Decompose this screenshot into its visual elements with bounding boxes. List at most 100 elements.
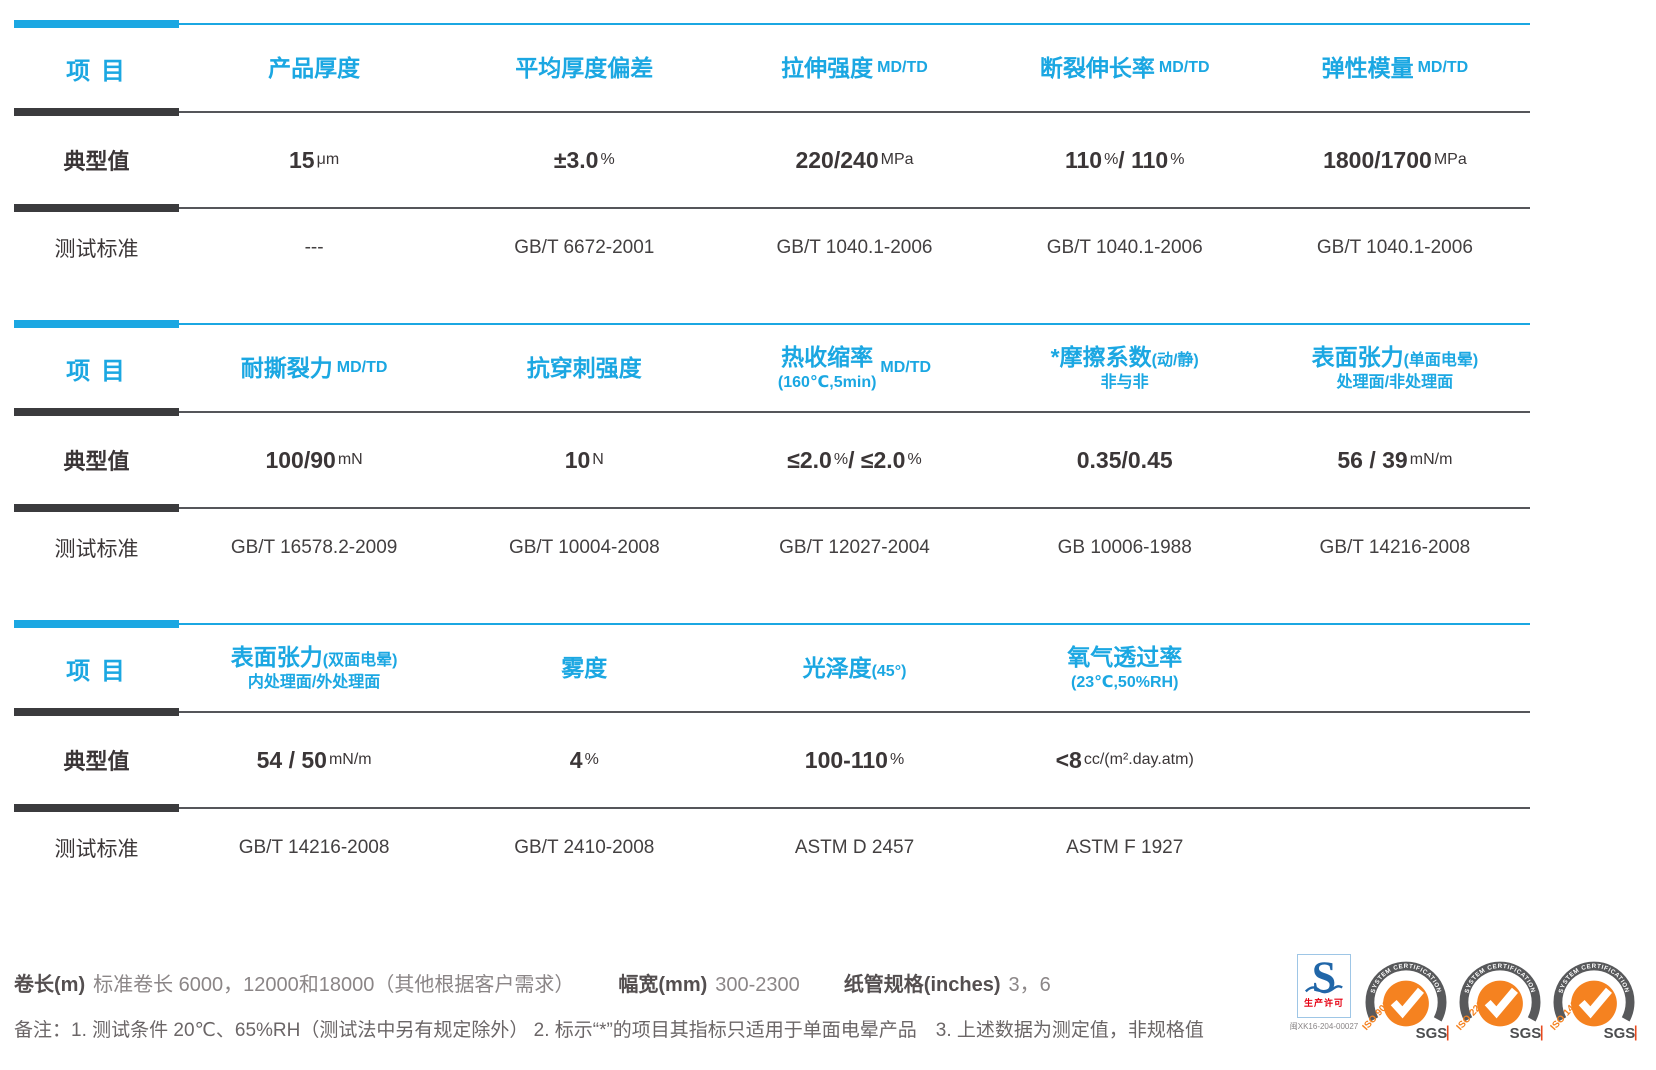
column-header: 拉伸强度 MD/TD	[781, 54, 928, 81]
qs-license-text: 生产许可	[1303, 998, 1344, 1008]
typical-value-cell: 56 / 39 mN/m	[1337, 446, 1453, 473]
test-standard-cell: GB/T 12027-2004	[779, 537, 930, 558]
svg-text:SGS: SGS	[1416, 1025, 1448, 1042]
typical-value-row: 典型值 15 μm ±3.0% 220/240 MPa 110% / 110% 18…	[14, 116, 1530, 204]
column-header: 弹性模量 MD/TD	[1321, 54, 1469, 81]
spec-label: 幅宽(mm)	[618, 974, 708, 996]
column-header: 氧气透过率 (23℃,50%RH)	[1067, 643, 1183, 692]
row-divider-rule	[14, 204, 1530, 212]
sgs-iso14001-badge: SYSTEM CERTIFICATION ISO 14001 SGS	[1550, 961, 1637, 1042]
row-divider-rule	[14, 708, 1530, 716]
spec-section-2: 项 目 耐撕裂力 MD/TD 抗穿刺强度 热收缩率 (160℃,5min) MD/TD…	[14, 320, 1530, 584]
column-header: 耐撕裂力 MD/TD	[240, 354, 388, 381]
item-label: 项 目	[66, 657, 127, 685]
spec-tables: 项 目 产品厚度 平均厚度偏差 拉伸强度 MD/TD 断裂伸长率 MD/TD 弹性模…	[14, 20, 1530, 920]
typical-value-cell: 1800/1700 MPa	[1323, 146, 1467, 173]
test-standard-cell: GB/T 6672-2001	[514, 237, 655, 258]
typical-value-cell: 100/90 mN	[265, 446, 363, 473]
test-standard-row: 测试标准 GB/T 16578.2-2009 GB/T 10004-2008 G…	[14, 512, 1530, 584]
header-row: 项 目 产品厚度 平均厚度偏差 拉伸强度 MD/TD 断裂伸长率 MD/TD 弹性模…	[14, 28, 1530, 108]
spec-label: 卷长(m)	[14, 974, 86, 996]
test-standard-cell: ASTM D 2457	[794, 837, 915, 858]
qs-license-number: 闽XK16-204-00027	[1289, 1022, 1359, 1031]
test-standard-label: 测试标准	[54, 838, 139, 861]
column-header: *摩擦系数(动/静) 非与非	[1050, 343, 1199, 392]
typical-value-label: 典型值	[63, 149, 130, 174]
test-standard-label: 测试标准	[54, 238, 139, 261]
test-standard-label: 测试标准	[54, 538, 139, 561]
test-standard-cell: GB/T 1040.1-2006	[1316, 237, 1473, 258]
roll-specs-line: 卷长(m) 标准卷长 6000，12000和18000（其他根据客户需求） 幅宽(…	[14, 968, 1234, 997]
spec-value: 300-2300	[715, 974, 800, 996]
test-standard-cell: ASTM F 1927	[1066, 837, 1184, 858]
spec-section-1: 项 目 产品厚度 平均厚度偏差 拉伸强度 MD/TD 断裂伸长率 MD/TD 弹性模…	[14, 20, 1530, 284]
item-label: 项 目	[66, 357, 127, 385]
column-header: 光泽度(45°)	[802, 654, 907, 681]
typical-value-cell: 54 / 50 mN/m	[256, 746, 372, 773]
typical-value-cell: 220/240 MPa	[795, 146, 914, 173]
test-standard-row: 测试标准 GB/T 14216-2008 GB/T 2410-2008 ASTM…	[14, 812, 1530, 884]
qs-mark-icon: S	[1304, 955, 1343, 999]
column-header: 抗穿刺强度	[526, 354, 642, 381]
typical-value-row: 典型值 100/90 mN 10 N ≤2.0% / ≤2.0% 0.35/0.45…	[14, 416, 1530, 504]
checkmark-icon	[1484, 987, 1518, 1019]
sgs-iso22000-badge: SYSTEM CERTIFICATION ISO 22000 SGS	[1456, 961, 1543, 1042]
test-standard-row: 测试标准 --- GB/T 6672-2001 GB/T 1040.1-2006…	[14, 212, 1530, 284]
header-row: 项 目 表面张力(双面电晕) 内处理面/外处理面 雾度 光泽度(45°) 氧气透过…	[14, 628, 1530, 708]
column-header: 表面张力(单面电晕) 处理面/非处理面	[1311, 343, 1479, 392]
column-header: 热收缩率 (160℃,5min) MD/TD	[777, 343, 932, 392]
qs-production-license-badge: S 生产许可 闽XK16-204-00027	[1289, 954, 1359, 1032]
typical-value-cell: ±3.0%	[553, 146, 615, 173]
test-standard-cell: GB/T 1040.1-2006	[776, 237, 933, 258]
typical-value-cell: 110% / 110%	[1064, 146, 1185, 173]
row-divider-rule	[14, 408, 1530, 416]
test-standard-cell: GB 10006-1988	[1057, 537, 1192, 558]
column-header: 产品厚度	[268, 54, 361, 81]
column-header: 平均厚度偏差	[515, 54, 654, 81]
typical-value-cell: 10 N	[564, 446, 604, 473]
item-label: 项 目	[66, 57, 127, 85]
spec-item-width: 幅宽(mm) 300-2300	[618, 968, 799, 997]
sgs-iso9001-badge: SYSTEM CERTIFICATION ISO 9001 SGS	[1362, 961, 1449, 1042]
typical-value-cell: 4%	[569, 746, 599, 773]
column-header: 雾度	[561, 654, 608, 681]
typical-value-row: 典型值 54 / 50 mN/m 4% 100-110% <8 cc/(m².day…	[14, 716, 1530, 804]
header-row: 项 目 耐撕裂力 MD/TD 抗穿刺强度 热收缩率 (160℃,5min) MD/TD…	[14, 328, 1530, 408]
typical-value-cell: 0.35/0.45	[1076, 446, 1173, 473]
section-accent-rule	[14, 620, 1530, 628]
test-standard-cell: GB/T 2410-2008	[514, 837, 655, 858]
typical-value-cell: 15 μm	[289, 146, 340, 173]
section-accent-rule	[14, 320, 1530, 328]
certification-badges: S 生产许可 闽XK16-204-00027 SYSTEM CERTIFICAT…	[1289, 954, 1638, 1046]
spec-value: 标准卷长 6000，12000和18000（其他根据客户需求）	[93, 974, 575, 996]
row-divider-rule	[14, 504, 1530, 512]
spec-label: 纸管规格(inches)	[843, 974, 1001, 996]
column-header: 表面张力(双面电晕) 内处理面/外处理面	[230, 643, 398, 692]
test-standard-cell: GB/T 14216-2008	[238, 837, 390, 858]
notes-line: 备注：1. 测试条件 20℃、65%RH（测试法中另有规定除外） 2. 标示“*…	[14, 1020, 1204, 1041]
typical-value-cell: ≤2.0% / ≤2.0%	[787, 446, 922, 473]
spec-value: 3，6	[1008, 974, 1051, 996]
checkmark-icon	[1578, 987, 1612, 1019]
svg-text:SGS: SGS	[1604, 1025, 1636, 1042]
spec-item-roll-length: 卷长(m) 标准卷长 6000，12000和18000（其他根据客户需求）	[14, 968, 574, 997]
test-standard-cell: GB/T 14216-2008	[1319, 537, 1471, 558]
column-header: 断裂伸长率 MD/TD	[1039, 54, 1210, 81]
footer: 卷长(m) 标准卷长 6000，12000和18000（其他根据客户需求） 幅宽(…	[14, 968, 1234, 1042]
test-standard-cell: GB/T 16578.2-2009	[230, 537, 398, 558]
row-divider-rule	[14, 804, 1530, 812]
typical-value-label: 典型值	[63, 449, 130, 474]
typical-value-label: 典型值	[63, 749, 130, 774]
typical-value-cell: <8 cc/(m².day.atm)	[1055, 746, 1194, 773]
spec-section-3: 项 目 表面张力(双面电晕) 内处理面/外处理面 雾度 光泽度(45°) 氧气透过…	[14, 620, 1530, 884]
test-standard-cell: GB/T 1040.1-2006	[1046, 237, 1203, 258]
row-divider-rule	[14, 108, 1530, 116]
checkmark-icon	[1390, 987, 1424, 1019]
test-standard-cell: GB/T 10004-2008	[508, 537, 660, 558]
test-standard-cell: ---	[304, 237, 324, 258]
spec-item-core-size: 纸管规格(inches) 3，6	[844, 968, 1051, 997]
typical-value-cell: 100-110%	[804, 746, 905, 773]
svg-text:SGS: SGS	[1510, 1025, 1542, 1042]
section-accent-rule	[14, 20, 1530, 28]
